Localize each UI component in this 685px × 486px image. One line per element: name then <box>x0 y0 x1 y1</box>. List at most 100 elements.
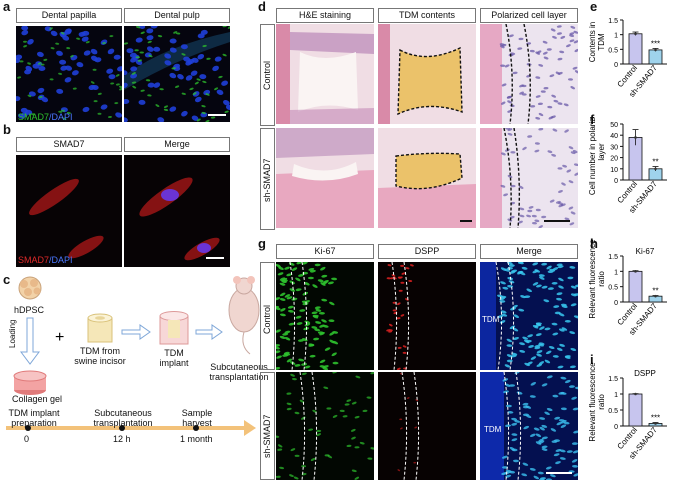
hdpsc-label: hDPSC <box>14 305 45 315</box>
timeline-dot <box>193 425 199 431</box>
y-tick-label: 40 <box>610 133 618 140</box>
row-label-box-control-g <box>260 262 275 370</box>
data-point <box>654 167 657 171</box>
row-label-box-sh-d <box>260 128 275 230</box>
y-tick-label: 1 <box>614 392 618 399</box>
y-axis-label: Contents in <box>588 22 597 62</box>
down-arrow-icon <box>20 317 40 365</box>
y-tick-label: 10 <box>610 167 618 174</box>
timeline-tick-0: 0 <box>24 434 30 444</box>
he-sh <box>276 128 374 228</box>
ki67-control <box>276 262 374 370</box>
loading-label: Loading <box>8 319 17 348</box>
cell-cluster-icon <box>18 276 42 300</box>
panel-label-a: a <box>3 0 11 14</box>
legend-dapi-text: /DAPI <box>49 112 73 122</box>
bar <box>628 270 643 303</box>
micrograph-merge-b <box>124 155 230 267</box>
y-tick-label: 0 <box>614 300 618 307</box>
header-polarized: Polarized cell layer <box>480 8 578 23</box>
y-axis-label: Relevant fluorescence <box>588 362 597 442</box>
he-control <box>276 24 374 124</box>
y-tick-label: 0.5 <box>608 408 618 415</box>
y-axis-label: layer <box>597 143 606 161</box>
tdm-implant-label: TDM implant <box>159 348 189 368</box>
y-tick-label: 1 <box>614 269 618 276</box>
data-point <box>654 294 657 298</box>
merge-control: TDM <box>480 262 578 370</box>
legend-smad7-dapi-a: SMAD7/DAPI <box>18 112 73 122</box>
timeline-arrow-icon <box>244 420 256 436</box>
right-arrow-icon <box>121 324 151 340</box>
data-point <box>634 392 637 396</box>
panel-label-f: f <box>590 112 595 127</box>
y-axis-label: ratio <box>597 271 606 287</box>
y-tick-label: 0 <box>614 62 618 69</box>
plus-icon: + <box>55 329 64 346</box>
data-point <box>654 48 657 52</box>
tdm-label-sh: TDM <box>484 425 502 434</box>
subcutaneous-label: Subcutaneous transplantation <box>209 362 269 382</box>
y-tick-label: 1.5 <box>608 376 618 383</box>
panel-label-e: e <box>590 0 598 14</box>
y-tick-label: 0.5 <box>608 285 618 292</box>
timeline-label-1: Subcutaneous transplantation <box>93 408 153 428</box>
tdm-contents-control <box>378 24 476 124</box>
timeline-label-0: TDM implant preparation <box>8 408 60 428</box>
timeline-tick-2: 1 month <box>180 434 213 444</box>
chart-title: DSPP <box>634 369 656 378</box>
tdm-label-control: TDM <box>482 315 500 324</box>
row-label-sh-d: sh-SMAD7 <box>262 158 272 202</box>
row-label-box-control-d <box>260 24 275 126</box>
significance-label: ** <box>652 287 658 296</box>
row-label-box-sh-g <box>260 372 275 480</box>
row-label-control-g: Control <box>262 304 272 334</box>
tdm-contents-sh <box>378 128 476 228</box>
schematic-c: + <box>6 276 260 436</box>
legend-smad7-text: SMAD7 <box>18 112 50 122</box>
row-label-sh-g: sh-SMAD7 <box>262 414 272 458</box>
micrograph-dental-papilla <box>16 26 122 122</box>
data-point <box>654 422 657 425</box>
collagen-gel-icon <box>13 370 47 395</box>
panel-label-b: b <box>3 122 11 137</box>
y-tick-label: 0 <box>614 178 618 185</box>
y-axis-label: Cell number in polarized <box>588 118 597 195</box>
y-tick-label: 0 <box>614 424 618 431</box>
y-tick-label: 30 <box>610 144 618 151</box>
panel-label-h: h <box>590 236 598 251</box>
header-smad7: SMAD7 <box>16 137 122 152</box>
y-tick-label: 1.5 <box>608 254 618 261</box>
micrograph-smad7 <box>16 155 122 267</box>
chart-title: Ki-67 <box>636 247 655 256</box>
header-merge-g: Merge <box>480 244 578 259</box>
timeline-label-2: Sample harvest <box>181 408 213 428</box>
mouse-icon <box>228 276 260 355</box>
tdm-implant-icon <box>159 311 189 345</box>
significance-label: *** <box>651 39 660 48</box>
header-dental-papilla: Dental papilla <box>16 8 122 23</box>
y-tick-label: 0.5 <box>608 47 618 54</box>
tdm-cylinder-icon <box>87 313 113 343</box>
significance-label: ** <box>652 158 658 167</box>
y-axis-label: ratio <box>597 394 606 410</box>
header-merge-b: Merge <box>124 137 230 152</box>
timeline-dot <box>25 425 31 431</box>
data-point <box>634 136 637 139</box>
header-dental-pulp: Dental pulp <box>124 8 230 23</box>
y-tick-label: 1 <box>614 33 618 40</box>
panel-label-g: g <box>258 236 266 251</box>
dspp-sh <box>378 372 476 480</box>
header-dspp: DSPP <box>378 244 476 259</box>
header-he: H&E staining <box>276 8 374 23</box>
panel-label-c: c <box>3 272 11 287</box>
y-tick-label: 50 <box>610 122 618 129</box>
merge-sh: TDM <box>480 372 578 480</box>
timeline-dot <box>119 425 125 431</box>
header-tdm-contents: TDM contents <box>378 8 476 23</box>
panel-label-d: d <box>258 0 266 14</box>
y-axis-label: TDM <box>597 33 606 51</box>
